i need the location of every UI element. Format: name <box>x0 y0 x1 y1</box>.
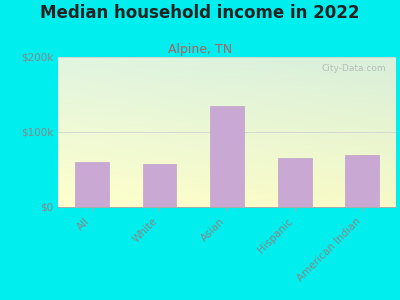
Bar <box>210 106 244 207</box>
Text: Median household income in 2022: Median household income in 2022 <box>40 4 360 22</box>
Bar <box>142 164 176 207</box>
Text: Alpine, TN: Alpine, TN <box>168 44 232 56</box>
Bar <box>345 154 379 207</box>
Bar <box>75 162 109 207</box>
Text: City-Data.com: City-Data.com <box>321 64 386 74</box>
Bar <box>278 158 312 207</box>
